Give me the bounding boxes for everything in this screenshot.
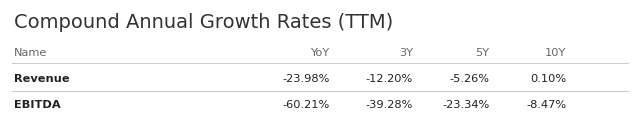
Text: -8.47%: -8.47% [526, 100, 566, 110]
Text: Revenue: Revenue [14, 74, 70, 84]
Text: 10Y: 10Y [545, 48, 566, 58]
Text: -23.34%: -23.34% [442, 100, 490, 110]
Text: Compound Annual Growth Rates (TTM): Compound Annual Growth Rates (TTM) [14, 13, 394, 32]
Text: YoY: YoY [310, 48, 330, 58]
Text: EBITDA: EBITDA [14, 100, 61, 110]
Text: -60.21%: -60.21% [282, 100, 330, 110]
Text: -23.98%: -23.98% [282, 74, 330, 84]
Text: -5.26%: -5.26% [450, 74, 490, 84]
Text: Name: Name [14, 48, 47, 58]
Text: 5Y: 5Y [476, 48, 490, 58]
Text: -39.28%: -39.28% [365, 100, 413, 110]
Text: 0.10%: 0.10% [531, 74, 566, 84]
Text: -12.20%: -12.20% [365, 74, 413, 84]
Text: 3Y: 3Y [399, 48, 413, 58]
